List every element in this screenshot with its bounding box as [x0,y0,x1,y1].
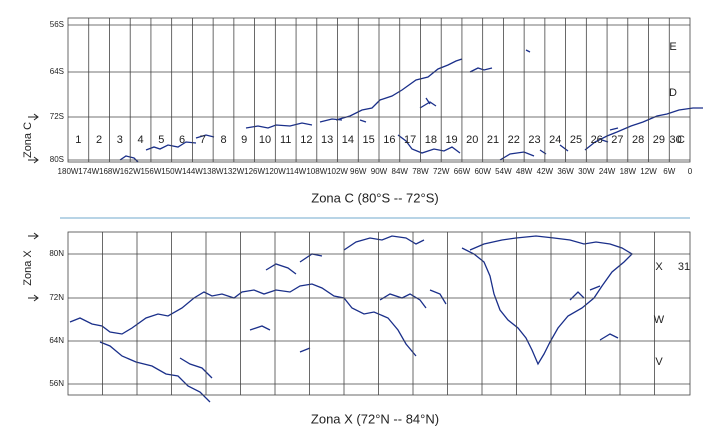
latitude-label: 80N [49,249,64,258]
zone-number: 12 [300,134,312,146]
zone-number: 4 [138,134,144,146]
longitude-label: 114W [286,167,307,176]
zone-number: 2 [96,134,102,146]
longitude-label: 138W [203,167,224,176]
longitude-label: 132W [223,167,244,176]
longitude-label: 72W [433,167,450,176]
longitude-label: 168W [99,167,120,176]
zone-number: 26 [591,134,603,146]
zone-number: 9 [241,134,247,146]
zone-number: 20 [466,134,478,146]
band-letter: W [654,314,665,326]
caption: Zona C (80°S -- 72°S) [311,190,438,205]
longitude-label: 120W [265,167,286,176]
longitude-label: 174W [78,167,99,176]
longitude-label: 84W [392,167,409,176]
longitude-label: 102W [327,167,348,176]
longitude-label: 90W [371,167,388,176]
longitude-label: 18W [620,167,637,176]
longitude-label: 0 [688,167,693,176]
longitude-label: 162W [120,167,141,176]
latitude-label: 80S [50,155,64,164]
zone-number: 1 [75,134,81,146]
latitude-label: 64N [49,336,64,345]
band-letter: E [669,41,676,53]
zone-number: 7 [200,134,206,146]
axis-arrow [28,232,39,302]
zone-number: 23 [528,134,540,146]
longitude-label: 96W [350,167,367,176]
longitude-label: 30W [578,167,595,176]
zone-number: 24 [549,134,561,146]
zone-number: 15 [363,134,375,146]
zone-number: 28 [632,134,644,146]
zone-number: 14 [342,134,354,146]
zone-number: 10 [259,134,271,146]
longitude-label: 60W [474,167,491,176]
band-letter: V [655,356,663,368]
band-letter: X [655,261,663,273]
zone-number: 13 [321,134,333,146]
axis-label: Zona C [22,122,34,158]
longitude-label: 78W [412,167,429,176]
longitude-label: 24W [599,167,616,176]
zone-number: 29 [653,134,665,146]
longitude-label: 126W [244,167,265,176]
zone-number: 19 [445,134,457,146]
band-letter: D [669,87,677,99]
zone-number: 25 [570,134,582,146]
zone-number: 5 [158,134,164,146]
longitude-label: 36W [557,167,574,176]
zone-number: 22 [508,134,520,146]
coastline [69,235,634,403]
zone-number: 31 [678,261,690,273]
frame [67,231,691,396]
latitude-label: 72N [49,293,64,302]
caption: Zona X (72°N -- 84°N) [311,411,439,426]
longitude-label: 144W [182,167,203,176]
longitude-label: 48W [516,167,533,176]
zone-number: 8 [220,134,226,146]
zone-number: 3 [117,134,123,146]
latitude-label: 56S [50,20,64,29]
longitude-label: 42W [537,167,554,176]
zone-number: 17 [404,134,416,146]
latitude-label: 56N [49,379,64,388]
zone-number: 6 [179,134,185,146]
longitude-label: 180W [58,167,79,176]
longitude-label: 12W [640,167,657,176]
axis-arrow [28,113,39,164]
longitude-label: 6W [663,167,675,176]
latitude-label: 72S [50,112,64,121]
zone-number: 11 [280,134,291,146]
longitude-label: 108W [306,167,327,176]
longitude-label: 156W [140,167,161,176]
longitude-label: 66W [454,167,471,176]
axis-label: Zona X [22,250,34,286]
zone-number: 18 [425,134,437,146]
zone-number: 16 [383,134,395,146]
longitude-label: 150W [161,167,182,176]
band-letter: C [677,134,685,146]
latitude-label: 64S [50,67,64,76]
zone-number: 30 [670,134,682,146]
longitude-label: 54W [495,167,512,176]
zone-number: 21 [487,134,499,146]
zone-x-panel: 80N 72N 64N 56N X W V 31 Zona X Zona X (72°N -- 8… [22,231,691,426]
zone-number: 27 [611,134,623,146]
